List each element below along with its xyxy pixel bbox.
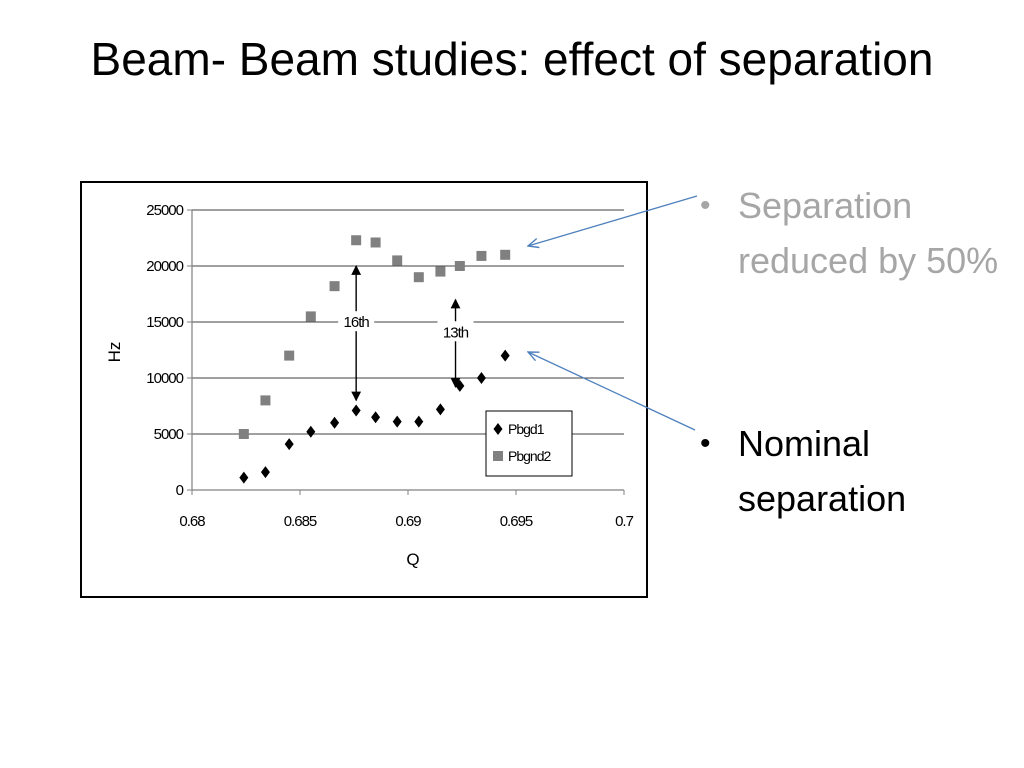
- x-tick-label: 0.695: [500, 513, 533, 530]
- chart-frame: 0 5000 10000 15000 20000 25000 0.68 0.685 0.69 0.…: [80, 181, 648, 598]
- y-tick-label: 20000: [146, 258, 183, 275]
- data-point-pbgnd2: [476, 250, 487, 261]
- data-point-pbgd1: [371, 411, 381, 424]
- y-tick-label: 0: [176, 482, 184, 499]
- slide-title: Beam- Beam studies: effect of separation: [90, 33, 934, 85]
- y-tick-label: 5000: [154, 426, 184, 443]
- data-point-pbgd1: [414, 415, 424, 428]
- data-point-pbgnd2: [305, 311, 316, 322]
- data-point-pbgd1: [455, 379, 465, 392]
- data-point-pbgnd2: [260, 395, 271, 406]
- bullet-dot-icon: •: [700, 189, 711, 222]
- bullet-item-separation-reduced: • Separation reduced by 50%: [700, 178, 1000, 288]
- scatter-chart: 0 5000 10000 15000 20000 25000 0.68 0.685 0.69 0.…: [105, 202, 635, 569]
- data-point-pbgd1: [500, 349, 510, 362]
- data-point-pbgd1: [284, 438, 294, 451]
- data-point-pbgnd2: [413, 272, 424, 283]
- legend-marker-pbgd1: [493, 423, 503, 435]
- y-axis-title: Hz: [105, 342, 124, 363]
- data-point-pbgd1: [392, 415, 402, 428]
- data-point-pbgnd2: [329, 281, 340, 292]
- data-point-pbgnd2: [500, 249, 511, 260]
- data-point-pbgnd2: [392, 255, 403, 266]
- data-point-pbgnd2: [238, 429, 249, 439]
- y-tick-label: 25000: [146, 202, 183, 219]
- annotation-label: 16th: [344, 314, 370, 331]
- x-tick-label: 0.685: [284, 513, 317, 530]
- data-point-pbgnd2: [284, 350, 295, 361]
- annotation-label: 13th: [443, 324, 469, 341]
- data-point-pbgd1: [351, 404, 361, 417]
- legend-label-pbgd1: Pbgd1: [508, 421, 545, 437]
- data-point-pbgd1: [435, 403, 445, 416]
- data-point-pbgd1: [330, 416, 340, 429]
- legend-label-pbgnd2: Pbgnd2: [508, 448, 551, 464]
- bullet-text: Separation reduced by 50%: [738, 185, 999, 281]
- data-point-pbgd1: [476, 372, 486, 384]
- x-tick-label: 0.68: [179, 513, 205, 530]
- x-tick-label: 0.69: [395, 513, 421, 530]
- data-point-pbgd1: [306, 425, 316, 438]
- data-point-pbgnd2: [454, 261, 465, 271]
- data-point-pbgnd2: [370, 237, 381, 248]
- y-tick-label: 10000: [146, 370, 183, 387]
- bullet-item-nominal-separation: • Nominal separation: [700, 416, 1000, 526]
- x-axis-title: Q: [406, 550, 419, 569]
- legend-marker-pbgnd2: [493, 451, 503, 461]
- y-tick-label: 15000: [146, 314, 183, 331]
- annotation-label-bg: [437, 321, 474, 342]
- data-point-pbgd1: [260, 466, 270, 479]
- data-point-pbgnd2: [435, 266, 446, 277]
- data-point-pbgd1: [239, 471, 249, 484]
- bullet-text: Nominal separation: [738, 423, 907, 519]
- data-point-pbgnd2: [351, 235, 362, 246]
- annotation-label-bg: [338, 311, 375, 332]
- x-tick-label: 0.7: [615, 513, 634, 530]
- bullet-dot-icon: •: [700, 427, 711, 460]
